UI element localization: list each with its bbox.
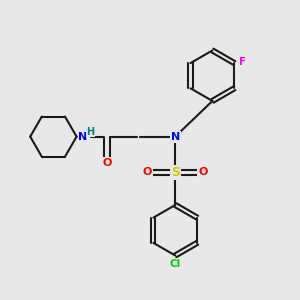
Text: O: O bbox=[102, 158, 112, 168]
Text: H: H bbox=[86, 127, 94, 137]
Text: F: F bbox=[239, 57, 246, 67]
Text: Cl: Cl bbox=[169, 259, 181, 269]
Text: S: S bbox=[171, 166, 180, 179]
Text: O: O bbox=[198, 167, 208, 177]
Text: N: N bbox=[79, 132, 88, 142]
Text: N: N bbox=[171, 132, 180, 142]
Text: O: O bbox=[143, 167, 152, 177]
